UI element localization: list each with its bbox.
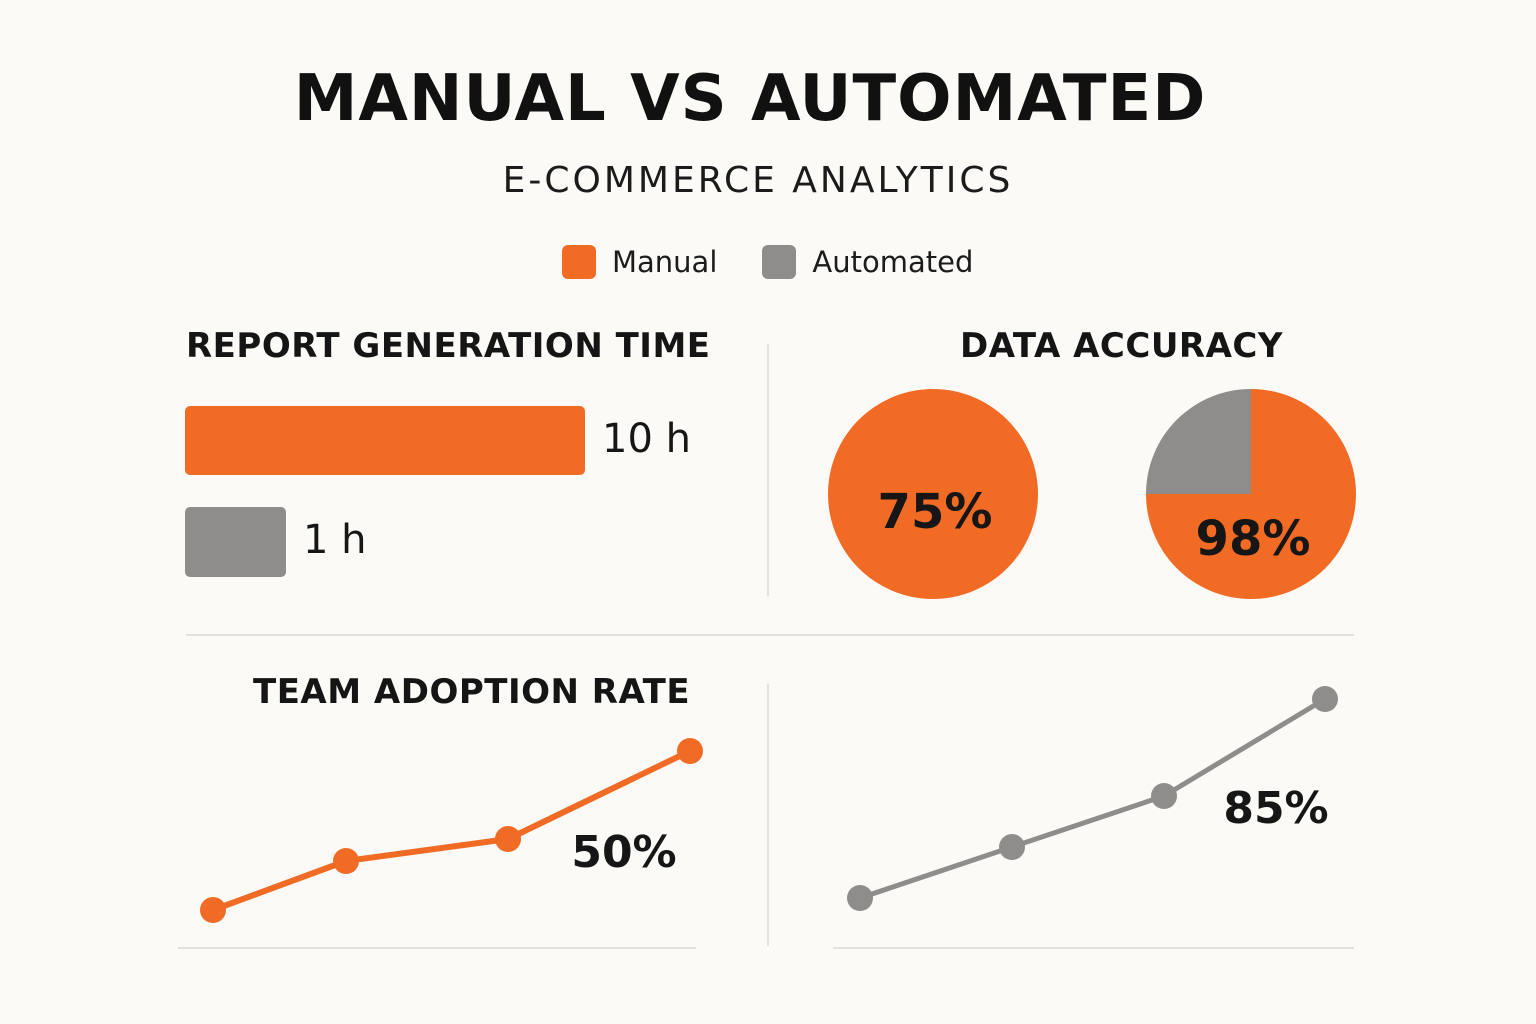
divider-top-vertical [767, 344, 769, 596]
bar-manual [185, 406, 585, 475]
page-subtitle: E-COMMERCE ANALYTICS [502, 160, 1014, 201]
legend-swatch-automated [762, 245, 797, 279]
legend-entry-automated: Automated [762, 245, 973, 279]
baseline-right [833, 947, 1354, 949]
legend: Manual Automated [562, 245, 1018, 279]
pie-slice-automated-automated [1146, 389, 1251, 494]
adoption-rate-title: TEAM ADOPTION RATE [253, 672, 691, 712]
pie-slice-manual-manual [828, 389, 1038, 599]
data-accuracy-title: DATA ACCURACY [960, 326, 1283, 366]
legend-swatch-manual [562, 245, 596, 279]
legend-entry-manual: Manual [562, 245, 717, 279]
pie-label-automated: 98% [1196, 511, 1311, 567]
bar-automated [185, 507, 286, 577]
report-time-title: REPORT GENERATION TIME [186, 326, 711, 366]
divider-middle-horizontal [186, 634, 1354, 636]
bar-label-automated: 1 h [303, 517, 367, 563]
pie-label-manual: 75% [878, 484, 993, 540]
legend-label-manual: Manual [612, 245, 718, 279]
bar-label-manual: 10 h [602, 416, 691, 462]
legend-label-automated: Automated [812, 245, 974, 279]
baseline-left [178, 947, 696, 949]
divider-bottom-vertical [767, 684, 769, 946]
page-title: MANUAL VS AUTOMATED [293, 62, 1207, 136]
